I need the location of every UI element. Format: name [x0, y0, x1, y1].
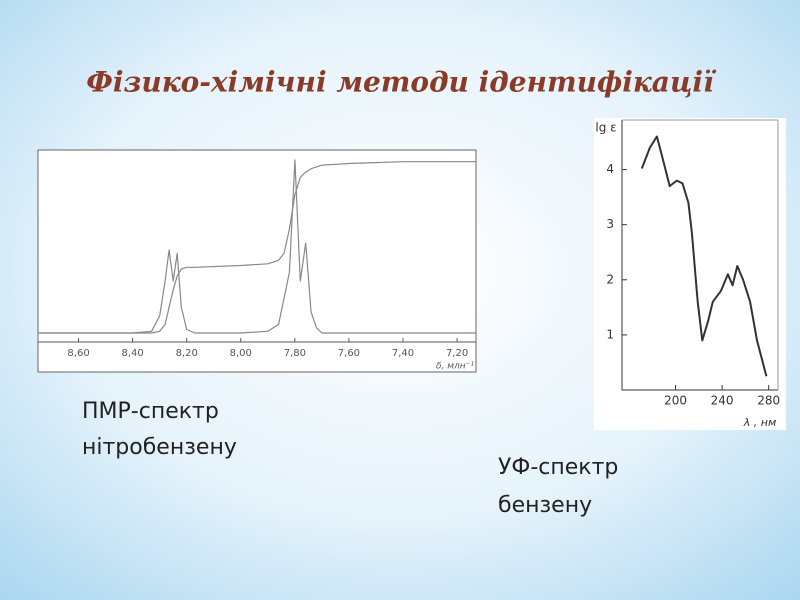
x-tick-label: 7,60: [338, 348, 360, 359]
x-tick-label: 8,00: [230, 348, 252, 359]
y-tick-label: 4: [606, 162, 614, 176]
caption: нітробензену: [82, 435, 237, 460]
y-axis-label: lg ε: [595, 121, 616, 135]
x-tick-label: 200: [664, 394, 687, 408]
caption: УФ-спектр: [498, 455, 618, 480]
data-line: [38, 159, 476, 334]
x-tick-label: 8,40: [121, 348, 143, 359]
x-axis-label: δ, млн⁻¹: [436, 362, 474, 372]
y-tick-label: 1: [606, 327, 614, 341]
caption: бензену: [498, 493, 592, 518]
y-tick-label: 3: [606, 217, 614, 231]
slide-title: Фізико-хімічні методи ідентифікації: [86, 66, 717, 99]
x-tick-label: 8,20: [176, 348, 198, 359]
x-tick-label: 280: [757, 394, 780, 408]
y-tick-label: 2: [606, 272, 614, 286]
data-line: [38, 161, 476, 334]
chart-frame: [37, 149, 477, 373]
x-tick-label: 7,20: [446, 348, 468, 359]
x-tick-label: 8,60: [67, 348, 89, 359]
x-axis-label: λ , нм: [743, 416, 777, 429]
caption: ПМР-спектр: [82, 399, 219, 424]
x-tick-label: 7,80: [284, 348, 306, 359]
data-line: [640, 135, 768, 377]
x-tick-label: 7,40: [392, 348, 414, 359]
chart-frame: [594, 118, 786, 430]
x-tick-label: 240: [711, 394, 734, 408]
